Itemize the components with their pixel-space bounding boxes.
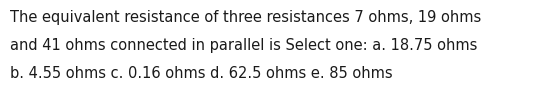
Text: and 41 ohms connected in parallel is Select one: a. 18.75 ohms: and 41 ohms connected in parallel is Sel… [10, 38, 478, 53]
Text: b. 4.55 ohms c. 0.16 ohms d. 62.5 ohms e. 85 ohms: b. 4.55 ohms c. 0.16 ohms d. 62.5 ohms e… [10, 66, 393, 81]
Text: The equivalent resistance of three resistances 7 ohms, 19 ohms: The equivalent resistance of three resis… [10, 10, 481, 25]
